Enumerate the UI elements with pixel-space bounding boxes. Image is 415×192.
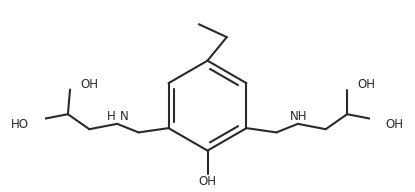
Text: NH: NH: [290, 110, 308, 123]
Text: OH: OH: [198, 175, 217, 188]
Text: OH: OH: [386, 118, 404, 131]
Text: OH: OH: [81, 78, 99, 91]
Text: OH: OH: [358, 78, 376, 91]
Text: HO: HO: [11, 118, 29, 131]
Text: N: N: [120, 110, 129, 123]
Text: H: H: [107, 110, 116, 123]
